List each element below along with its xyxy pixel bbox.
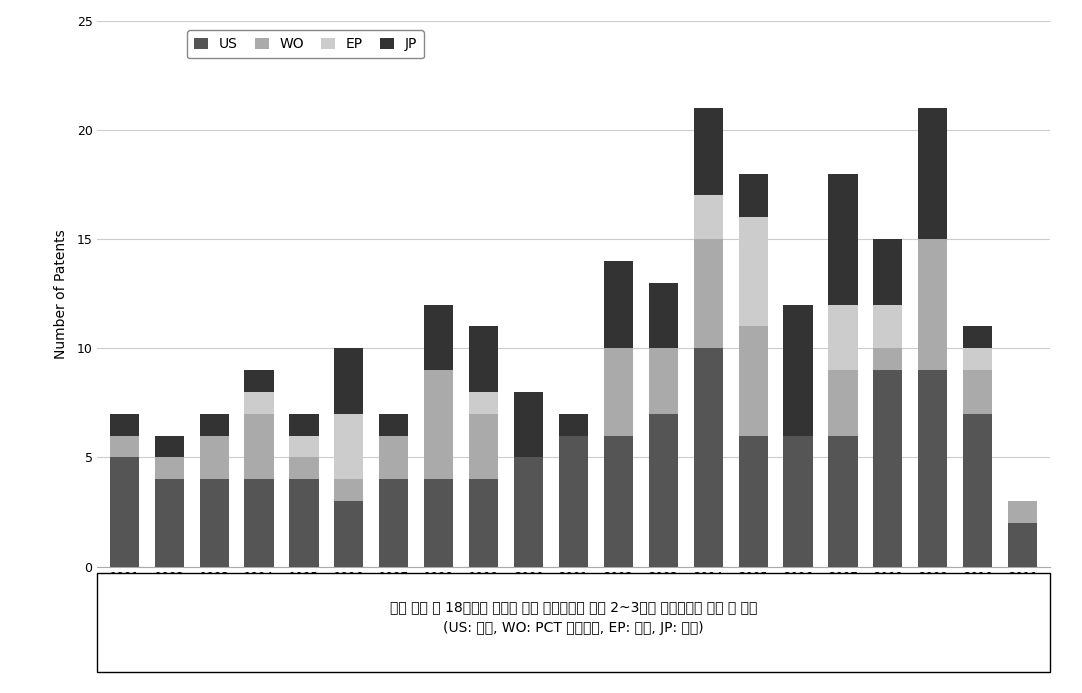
Bar [379, 480, 408, 567]
Bar [334, 501, 364, 567]
Bar [469, 414, 498, 480]
Bar [109, 414, 138, 436]
Y-axis label: Number of Patents: Number of Patents [54, 229, 68, 358]
Bar [1008, 501, 1038, 523]
Bar [829, 174, 858, 305]
Bar [109, 436, 138, 457]
Bar [919, 370, 948, 567]
Bar [873, 370, 902, 567]
Bar [649, 283, 678, 349]
Bar [739, 436, 768, 567]
Bar [334, 414, 364, 480]
Bar [829, 305, 858, 370]
Bar [829, 370, 858, 436]
Bar [379, 436, 408, 480]
Bar [739, 218, 768, 326]
Bar [424, 305, 453, 370]
Bar [424, 480, 453, 567]
X-axis label: Application Year: Application Year [496, 593, 651, 612]
Bar [289, 457, 318, 480]
Bar [829, 436, 858, 567]
Bar [649, 349, 678, 414]
Bar [245, 414, 274, 480]
Bar [559, 414, 588, 436]
Bar [739, 326, 768, 436]
Bar [919, 239, 948, 370]
Bar [873, 239, 902, 305]
Bar [155, 436, 184, 457]
Bar [694, 108, 723, 195]
Bar [514, 392, 543, 457]
Bar [469, 326, 498, 392]
Bar [604, 261, 633, 349]
Bar [694, 195, 723, 239]
Bar [469, 480, 498, 567]
Bar [649, 414, 678, 567]
Bar [424, 370, 453, 480]
Bar [334, 480, 364, 501]
Bar [963, 326, 992, 349]
Bar [873, 349, 902, 370]
Bar [783, 436, 813, 567]
Bar [514, 457, 543, 567]
Bar [604, 349, 633, 436]
Bar [919, 108, 948, 239]
Bar [289, 436, 318, 457]
FancyBboxPatch shape [97, 573, 1050, 672]
Bar [289, 480, 318, 567]
Bar [245, 480, 274, 567]
Bar [559, 436, 588, 567]
Bar [1008, 523, 1038, 567]
Text: 통상 출원 후 18개월이 지나야 출원 공개되므로 최근 2~3년은 감소추세를 보일 수 있음
(US: 미국, WO: PCT 국제출원, EP: 유럽,: 통상 출원 후 18개월이 지나야 출원 공개되므로 최근 2~3년은 감소추세… [390, 600, 757, 635]
Bar [963, 370, 992, 414]
Bar [199, 436, 228, 480]
Bar [199, 480, 228, 567]
Bar [694, 239, 723, 349]
Bar [739, 174, 768, 218]
Bar [155, 457, 184, 480]
Bar [334, 349, 364, 414]
Bar [199, 414, 228, 436]
Bar [469, 392, 498, 414]
Bar [245, 370, 274, 392]
Bar [604, 436, 633, 567]
Bar [963, 349, 992, 370]
Bar [783, 305, 813, 436]
Legend: US, WO, EP, JP: US, WO, EP, JP [187, 30, 424, 58]
Bar [245, 392, 274, 414]
Bar [963, 414, 992, 567]
Bar [694, 349, 723, 567]
Bar [155, 480, 184, 567]
Bar [109, 457, 138, 567]
Bar [379, 414, 408, 436]
Bar [289, 414, 318, 436]
Bar [873, 305, 902, 349]
